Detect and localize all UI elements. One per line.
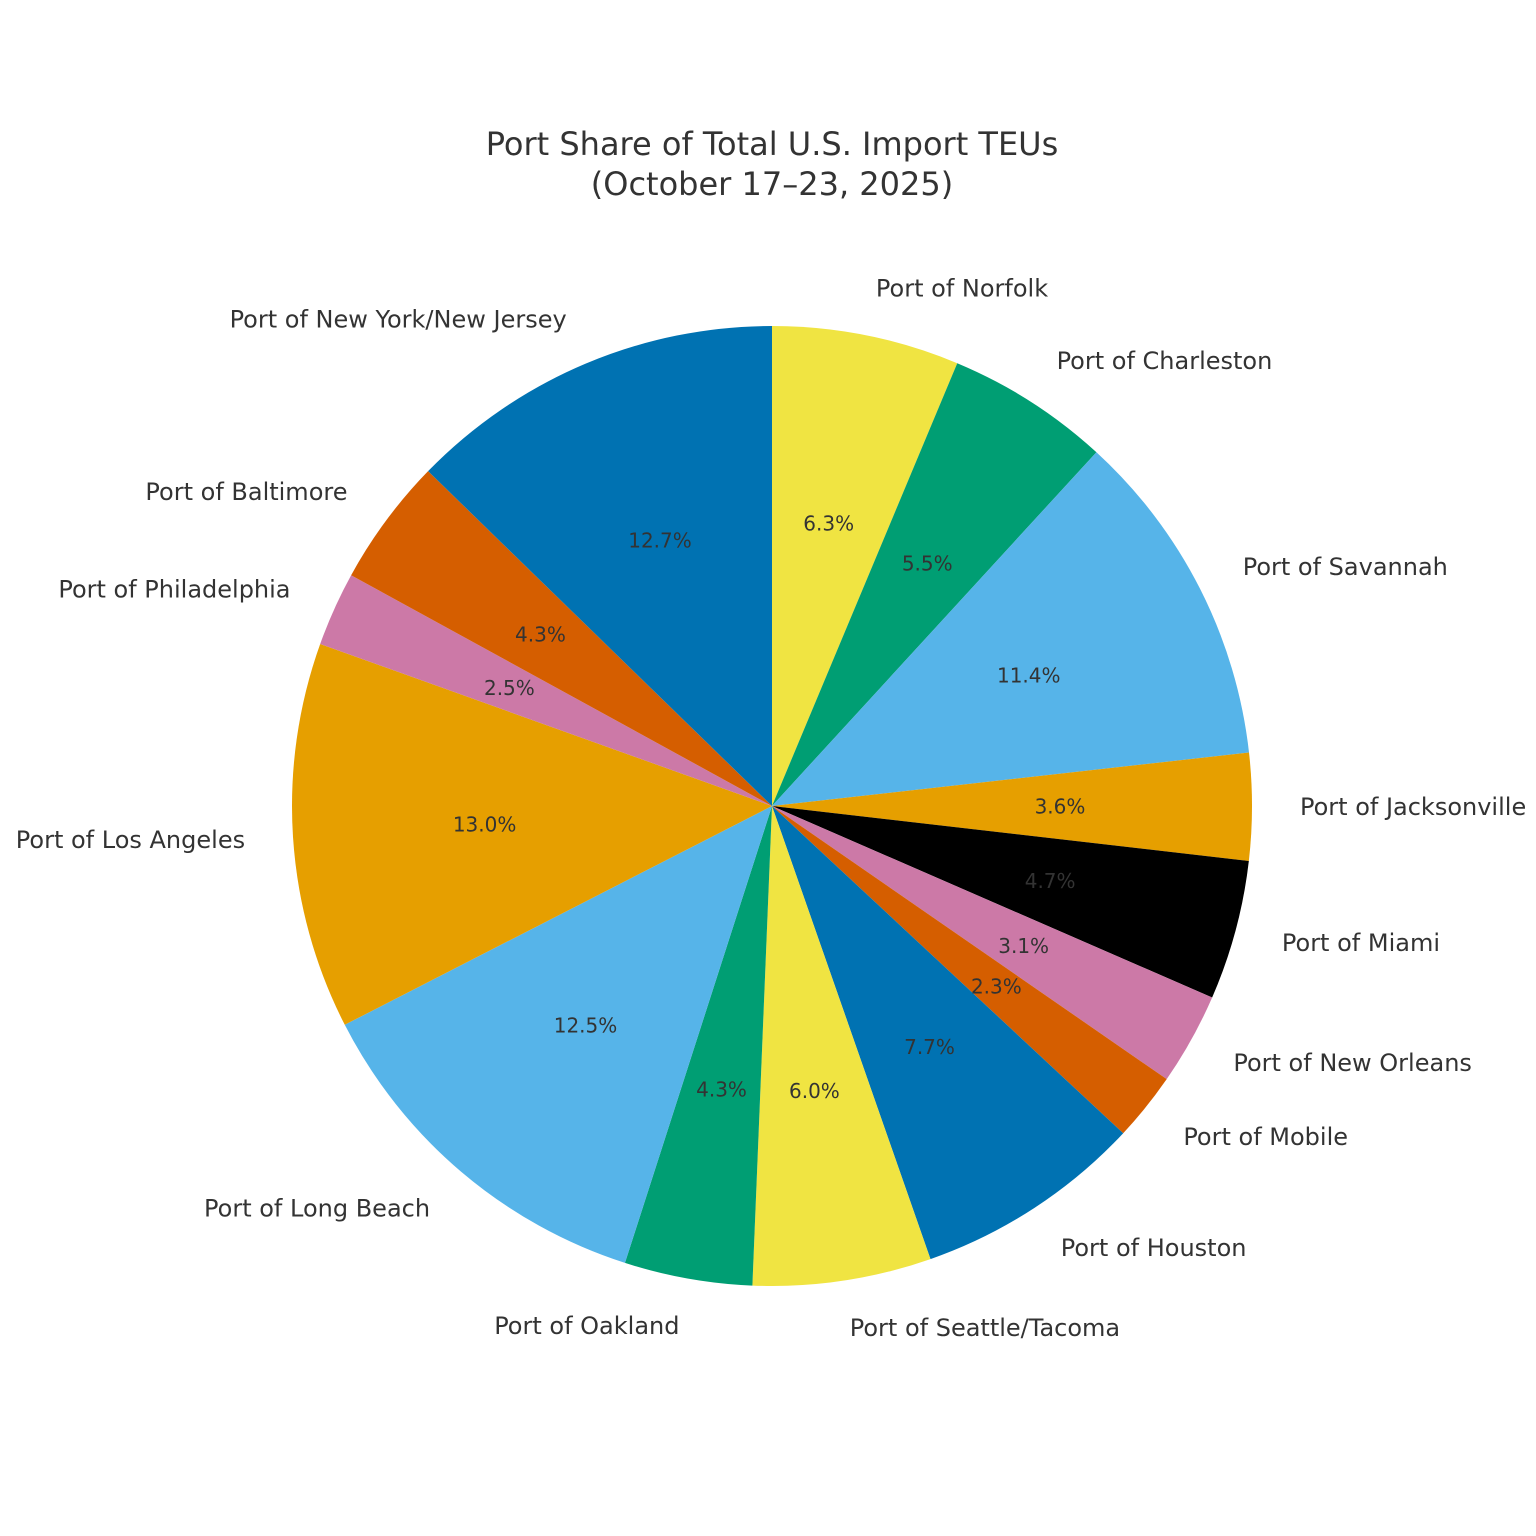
pie-slice-port-of-jacksonville	[772, 752, 1252, 861]
pie-slice-port-of-long-beach	[344, 806, 772, 1263]
pct-label-port-of-new-york-new-jersey: 12.7%	[628, 529, 692, 553]
slice-label-port-of-mobile: Port of Mobile	[1183, 1123, 1348, 1151]
slice-label-port-of-jacksonville: Port of Jacksonville	[1300, 793, 1526, 821]
slice-label-port-of-savannah: Port of Savannah	[1243, 553, 1448, 581]
chart-subtitle: (October 17–23, 2025)	[591, 165, 953, 203]
pct-label-port-of-miami: 4.7%	[1025, 869, 1076, 893]
pie-slice-port-of-oakland	[624, 806, 772, 1286]
pie-slice-port-of-philadelphia	[320, 575, 772, 806]
pie-slice-port-of-new-york-new-jersey	[428, 326, 772, 806]
pct-label-port-of-baltimore: 4.3%	[515, 623, 566, 647]
slice-label-port-of-houston: Port of Houston	[1061, 1234, 1247, 1262]
pie-slice-port-of-houston	[772, 806, 1124, 1260]
pie-slice-port-of-new-orleans	[772, 806, 1213, 1080]
pct-label-port-of-philadelphia: 2.5%	[484, 676, 535, 700]
pie-slice-labels: Port of Norfolk Port of Charleston Port of…	[16, 274, 1526, 1342]
pct-label-port-of-los-angeles: 13.0%	[453, 813, 517, 837]
pct-label-port-of-seattle-tacoma: 6.0%	[789, 1079, 840, 1103]
pie-slice-port-of-miami	[772, 806, 1249, 998]
slice-label-port-of-long-beach: Port of Long Beach	[204, 1194, 430, 1222]
pie-slice-port-of-savannah	[772, 452, 1250, 806]
slice-label-port-of-seattle-tacoma: Port of Seattle/Tacoma	[850, 1314, 1120, 1342]
pie-slice-port-of-baltimore	[351, 471, 772, 806]
pct-label-port-of-norfolk: 6.3%	[803, 512, 854, 536]
slice-label-port-of-norfolk: Port of Norfolk	[876, 274, 1048, 302]
slice-label-port-of-los-angeles: Port of Los Angeles	[16, 826, 245, 854]
pie-slice-port-of-mobile	[772, 806, 1167, 1134]
pct-label-port-of-savannah: 11.4%	[997, 664, 1061, 688]
slice-label-port-of-oakland: Port of Oakland	[494, 1312, 679, 1340]
slice-label-port-of-baltimore: Port of Baltimore	[145, 478, 347, 506]
slice-label-port-of-miami: Port of Miami	[1282, 929, 1440, 957]
pct-label-port-of-oakland: 4.3%	[696, 1078, 747, 1102]
pie-slice-port-of-charleston	[772, 363, 1097, 806]
slice-label-port-of-charleston: Port of Charleston	[1057, 347, 1273, 375]
pct-label-port-of-charleston: 5.5%	[902, 551, 953, 575]
pct-label-port-of-jacksonville: 3.6%	[1035, 794, 1086, 818]
pie-slice-port-of-los-angeles	[291, 643, 772, 1025]
pct-label-port-of-houston: 7.7%	[904, 1035, 955, 1059]
pie-slice-port-of-norfolk	[772, 326, 958, 806]
slice-label-port-of-new-york-new-jersey: Port of New York/New Jersey	[230, 306, 567, 334]
chart-title: Port Share of Total U.S. Import TEUs	[486, 125, 1059, 163]
pie-percent-labels: 6.3% 5.5% 11.4% 3.6% 4.7% 3.1% 2.3% 7.7% 6.0% 4.3…	[453, 512, 1086, 1103]
pct-label-port-of-mobile: 2.3%	[971, 975, 1022, 999]
pie-slice-port-of-seattle-tacoma	[752, 806, 931, 1287]
pie-slices	[291, 326, 1252, 1287]
slice-label-port-of-new-orleans: Port of New Orleans	[1233, 1049, 1472, 1077]
slice-label-port-of-philadelphia: Port of Philadelphia	[58, 575, 290, 603]
pct-label-port-of-new-orleans: 3.1%	[998, 934, 1049, 958]
pct-label-port-of-long-beach: 12.5%	[554, 1013, 618, 1037]
